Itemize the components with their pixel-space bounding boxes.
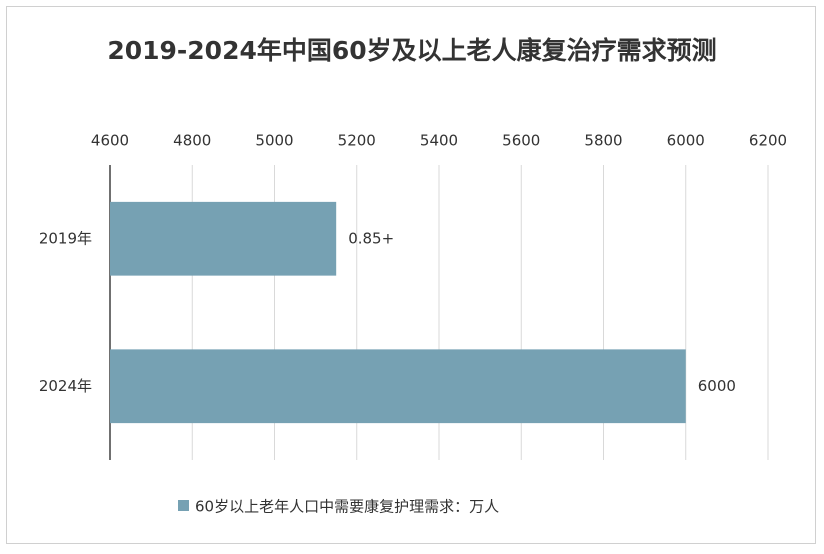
x-tick-label: 4800 — [173, 132, 211, 150]
bar — [110, 201, 337, 276]
chart-border — [6, 6, 816, 544]
annotation: 0.85+ — [348, 229, 394, 247]
x-tick-label: 6000 — [667, 132, 705, 150]
bar — [110, 349, 686, 424]
x-tick-label: 5000 — [255, 132, 293, 150]
x-tick-label: 5600 — [502, 132, 540, 150]
legend-label: 60岁以上老年人口中需要康复护理需求：万人 — [195, 498, 499, 516]
x-tick-label: 5200 — [338, 132, 376, 150]
y-tick-label: 2024年 — [39, 377, 92, 395]
legend-swatch — [178, 500, 189, 511]
y-tick-label: 2019年 — [39, 229, 92, 247]
x-tick-label: 5800 — [584, 132, 622, 150]
x-tick-label: 5400 — [420, 132, 458, 150]
x-tick-label: 4600 — [91, 132, 129, 150]
x-tick-label: 6200 — [749, 132, 787, 150]
data-label: 6000 — [698, 377, 736, 395]
chart-title: 2019-2024年中国60岁及以上老人康复治疗需求预测 — [107, 36, 717, 65]
